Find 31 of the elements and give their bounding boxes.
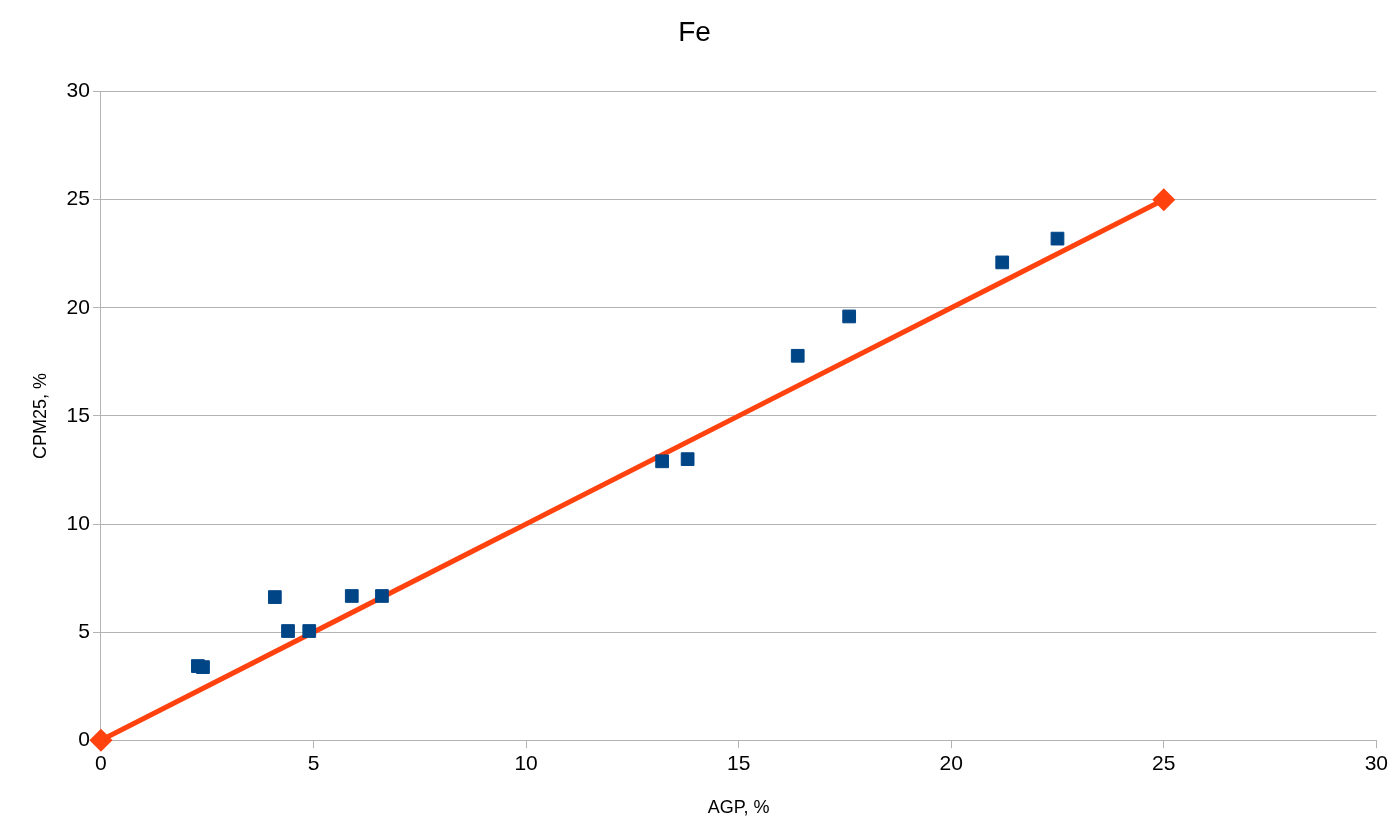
y-tick-label: 5: [78, 618, 90, 642]
x-tick-label: 0: [95, 750, 107, 774]
y-tick-label: 30: [66, 78, 90, 102]
y-tick-label: 10: [66, 510, 90, 534]
point: [344, 589, 359, 603]
point: [1153, 189, 1175, 211]
y-axis-title: CPM25, %: [29, 372, 50, 459]
x-axis-title: AGP, %: [707, 797, 770, 818]
y-tick-label: 20: [66, 294, 90, 318]
x-tick-label: 15: [726, 750, 751, 774]
point: [842, 309, 857, 324]
point: [90, 729, 112, 751]
x-tick-label: 20: [939, 750, 963, 774]
x-tick-label: 30: [1364, 750, 1388, 774]
point: [1050, 231, 1065, 246]
x-tick-label: 25: [1152, 750, 1176, 774]
point: [281, 624, 295, 638]
y-tick-label: 15: [66, 402, 90, 426]
point: [196, 660, 210, 674]
y-tick-label: 0: [78, 727, 90, 750]
x-tick-label: 10: [514, 750, 538, 774]
x-tick-label: 5: [307, 750, 320, 774]
point: [655, 454, 669, 469]
point: [790, 348, 805, 363]
y-tick-label: 25: [66, 186, 90, 210]
chart-title: Fe: [678, 15, 711, 47]
point: [375, 589, 389, 603]
point: [267, 590, 282, 604]
point: [302, 624, 317, 638]
point: [680, 452, 695, 466]
point: [995, 255, 1010, 270]
